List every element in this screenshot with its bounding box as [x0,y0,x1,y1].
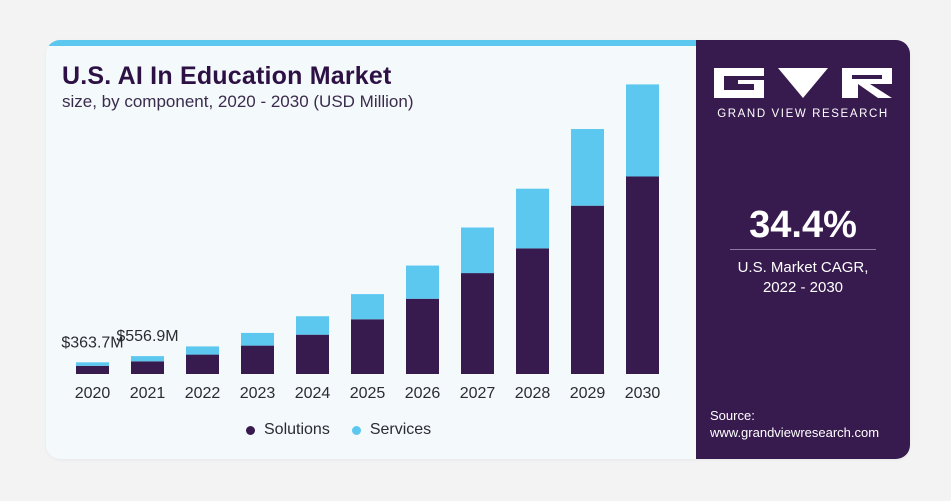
bar-solutions-2030 [626,176,659,374]
bar-solutions-2024 [296,334,329,374]
x-tick-label-2028: 2028 [515,385,551,402]
bar-solutions-2023 [241,345,274,374]
brand-name: GRAND VIEW RESEARCH [717,108,889,120]
x-tick-label-2020: 2020 [75,385,111,402]
accent-bar [46,40,696,46]
bar-services-2026 [406,265,439,299]
bar-services-2021 [131,356,164,362]
chart-subtitle: size, by component, 2020 - 2030 (USD Mil… [62,92,414,111]
report-card: U.S. AI In Education Market size, by com… [46,40,910,459]
bar-services-2022 [186,346,219,355]
bar-solutions-2026 [406,298,439,374]
legend-label-solutions: Solutions [264,421,330,438]
cagr-label: U.S. Market CAGR, 2022 - 2030 [696,258,910,298]
x-tick-label-2025: 2025 [350,385,386,402]
cagr-value: 34.4% [749,204,857,246]
legend-swatch-solutions [246,425,255,435]
legend-item-services: Services [351,421,432,439]
x-tick-label-2026: 2026 [405,385,441,402]
bar-services-2030 [626,84,659,177]
x-tick-label-2023: 2023 [240,385,276,402]
cagr-label-line2: 2022 - 2030 [762,279,844,296]
source-label: Source: [710,408,755,423]
bar-services-2027 [461,227,494,274]
bar-solutions-2020 [76,365,109,374]
x-tick-label-2030: 2030 [625,385,661,402]
x-tick-label-2024: 2024 [295,385,331,402]
legend-item-solutions: Solutions [246,421,330,439]
bar-services-2028 [516,188,549,249]
x-tick-label-2027: 2027 [460,385,496,402]
chart-title: U.S. AI In Education Market [62,62,392,90]
side-panel: GRAND VIEW RESEARCH 34.4% U.S. Market CA… [696,40,910,459]
legend-label-services: Services [369,421,432,438]
bar-solutions-2027 [461,273,494,374]
bar-services-2023 [241,332,274,346]
bar-solutions-2029 [571,205,604,374]
cagr-label-line1: U.S. Market CAGR, [737,259,869,276]
x-tick-label-2022: 2022 [185,385,221,402]
grand-view-research-logo-icon [714,68,892,98]
bar-solutions-2025 [351,319,384,374]
cagr-divider [730,249,876,250]
bar-solutions-2022 [186,354,219,374]
bar-services-2024 [296,316,329,335]
bar-services-2025 [351,294,384,320]
source-url[interactable]: www.grandviewresearch.com [710,425,880,440]
legend-swatch-services [351,425,361,435]
data-label-2020: $363.7M [61,334,123,351]
stacked-bar-chart: 2020 2021 2022 2023 2024 2025 2026 2027 2028 2029… [61,84,661,402]
bar-solutions-2021 [131,361,164,374]
bar-services-2020 [76,362,109,366]
bar-solutions-2028 [516,248,549,374]
x-tick-label-2029: 2029 [570,385,606,402]
chart-legend: Solutions Services [246,421,453,439]
data-label-2021: $556.9M [116,328,178,345]
x-tick-label-2021: 2021 [130,385,166,402]
bar-services-2029 [571,129,604,206]
